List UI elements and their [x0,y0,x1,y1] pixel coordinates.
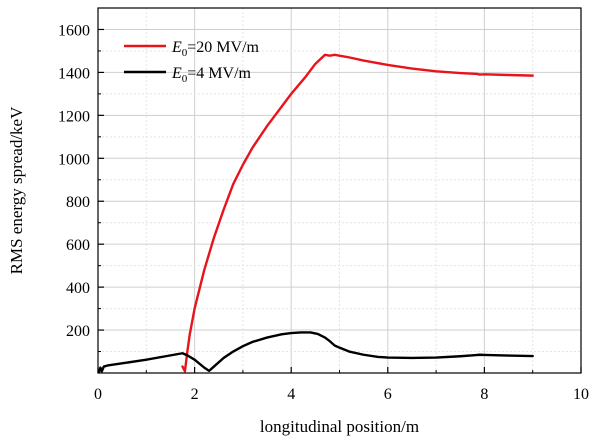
series-line-0 [181,53,534,373]
y-tick-label: 1000 [58,151,90,168]
y-tick-label: 1600 [58,22,90,39]
series-lines [97,53,534,374]
y-tick-label: 600 [66,237,90,254]
y-tick-label: 1400 [58,65,90,82]
x-tick-label: 6 [384,386,392,403]
x-axis-label: longitudinal position/m [260,417,419,436]
x-tick-label: 8 [480,386,488,403]
y-tick-label: 800 [66,194,90,211]
y-tick-label: 400 [66,280,90,297]
grid [98,8,581,373]
series-line-1 [97,331,534,374]
legend: E0=20 MV/m E0=4 MV/m [124,39,260,85]
x-tick-label: 10 [573,386,589,403]
x-tick-label: 4 [287,386,295,403]
x-tick-label: 2 [191,386,199,403]
x-tick-label: 0 [94,386,102,403]
plot-frame [97,7,582,374]
axes: 0 2 4 6 8 10 200 400 600 800 1000 1200 1400 1600 [58,7,589,403]
y-tick-label: 200 [66,323,90,340]
y-tick-label: 1200 [58,108,90,125]
y-axis-label: RMS energy spread/keV [7,106,26,274]
legend-label-1: E0=4 MV/m [171,65,252,85]
legend-label-0: E0=20 MV/m [171,39,260,59]
